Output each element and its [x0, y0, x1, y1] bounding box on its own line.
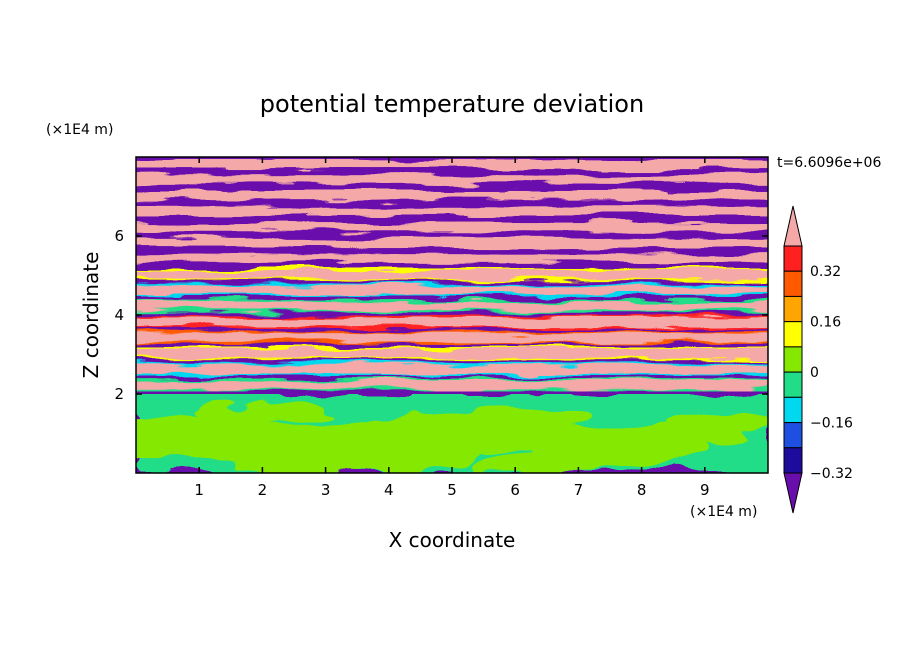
- lower-layer-patch: [192, 401, 332, 426]
- y-tick-label: 4: [114, 306, 124, 324]
- x-axis-unit: (×1E4 m): [690, 504, 757, 520]
- colorbar-label: 0: [810, 365, 819, 381]
- heatmap-band: [136, 301, 768, 311]
- heatmap-band: [136, 285, 768, 295]
- heatmap-band: [136, 364, 768, 374]
- x-tick-label: 4: [384, 481, 394, 499]
- x-tick-label: 7: [574, 481, 584, 499]
- colorbar-label: −0.16: [810, 416, 853, 432]
- heatmap-band: [136, 159, 768, 169]
- colorbar-segment: [783, 295, 803, 323]
- chart-title: potential temperature deviation: [260, 90, 644, 118]
- colorbar-extend-bottom: [783, 472, 803, 514]
- heatmap-band: [136, 317, 768, 327]
- colorbar-segment: [783, 321, 803, 348]
- heatmap-band: [136, 254, 768, 263]
- x-tick-label: 1: [194, 481, 204, 499]
- y-tick-label: 6: [114, 227, 124, 245]
- x-tick-label: 3: [321, 481, 331, 499]
- time-label: t=6.6096e+06: [777, 155, 881, 171]
- heatmap-band: [136, 380, 768, 390]
- y-axis: 2 4 6: [114, 227, 768, 403]
- colorbar-label: −0.32: [810, 466, 853, 482]
- lower-layer-patch: [660, 409, 768, 442]
- colorbar-segment: [783, 447, 803, 474]
- x-tick-label: 8: [637, 481, 647, 499]
- lower-layer-patch: [470, 449, 636, 473]
- x-tick-label: 9: [700, 481, 710, 499]
- heatmap-field: [136, 157, 768, 473]
- heatmap-band: [136, 175, 768, 184]
- colorbar: 0.32 0.16 0 −0.16 −0.32: [783, 205, 853, 514]
- colorbar-extend-top: [783, 205, 803, 247]
- y-axis-unit: (×1E4 m): [46, 122, 113, 138]
- heatmap-band: [136, 206, 768, 216]
- colorbar-segment: [783, 245, 803, 272]
- y-tick-label: 2: [114, 385, 124, 403]
- heatmap-band: [136, 269, 768, 279]
- colorbar-label: 0.32: [810, 264, 841, 280]
- colorbar-segment: [783, 371, 803, 398]
- x-tick-label: 5: [447, 481, 457, 499]
- heatmap-band: [136, 222, 768, 232]
- colorbar-segment: [783, 422, 803, 449]
- colorbar-segment: [783, 396, 803, 424]
- x-tick-label: 6: [510, 481, 520, 499]
- heatmap-band: [136, 348, 768, 358]
- y-axis-label: Z coordinate: [79, 252, 103, 379]
- x-tick-label: 2: [258, 481, 268, 499]
- colorbar-segment: [783, 346, 803, 373]
- colorbar-segment: [783, 270, 803, 297]
- heatmap-band: [136, 190, 768, 200]
- x-axis-label: X coordinate: [389, 528, 516, 552]
- colorbar-label: 0.16: [810, 315, 841, 331]
- heatmap-band: [136, 238, 768, 248]
- heatmap-band: [136, 333, 768, 342]
- x-axis: 1 2 3 4 5 6 7 8 9: [194, 157, 710, 499]
